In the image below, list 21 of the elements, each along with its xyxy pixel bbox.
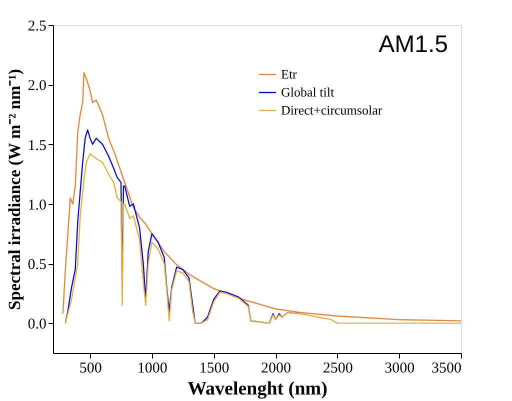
x-tick-label: 1500 (199, 360, 230, 376)
legend-label: Direct+circumsolar (281, 102, 383, 118)
annotation: AM1.5 (378, 31, 448, 58)
y-tick-label: 1.0 (28, 197, 46, 214)
line-series (62, 72, 461, 322)
y-tick-label: 2.5 (28, 18, 46, 34)
x-tick-label: 2500 (322, 360, 353, 376)
x-tick-label: 3500 (432, 360, 462, 376)
y-tick-label: 1.5 (28, 138, 46, 154)
y-tick-label: 2.0 (28, 78, 46, 94)
x-tick-label: 1000 (137, 360, 168, 376)
y-axis-title: Spectral irradiance (W m⁻² nm⁻¹) (4, 69, 24, 310)
legend-label: Global tilt (281, 84, 334, 100)
y-tick-label: 0.0 (28, 316, 46, 333)
x-tick-label: 2000 (261, 360, 292, 376)
line-series (64, 153, 461, 324)
x-tick-label: 500 (79, 360, 102, 376)
y-tick-label: 0.5 (28, 257, 46, 274)
x-tick-label: 3000 (384, 360, 415, 376)
x-axis-title: Wavelenght (nm) (188, 378, 328, 400)
legend-label: Etr (281, 66, 298, 82)
